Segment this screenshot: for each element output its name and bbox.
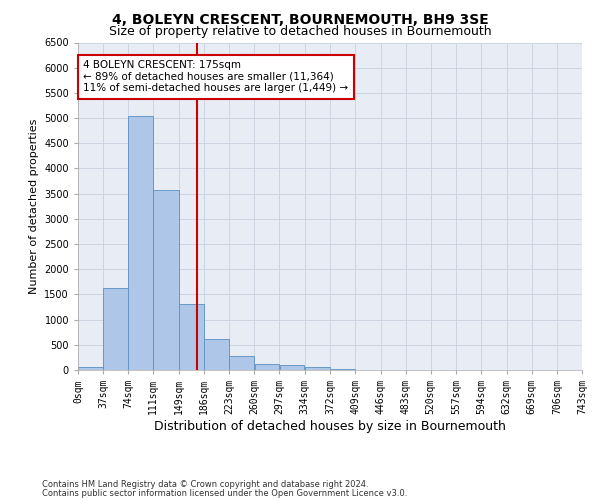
Text: 4, BOLEYN CRESCENT, BOURNEMOUTH, BH9 3SE: 4, BOLEYN CRESCENT, BOURNEMOUTH, BH9 3SE <box>112 12 488 26</box>
Bar <box>78 368 103 370</box>
Bar <box>205 339 229 370</box>
Bar <box>154 190 179 370</box>
Bar <box>128 116 153 370</box>
X-axis label: Distribution of detached houses by size in Bournemouth: Distribution of detached houses by size … <box>154 420 506 433</box>
Bar <box>305 367 330 370</box>
Text: Contains public sector information licensed under the Open Government Licence v3: Contains public sector information licen… <box>42 488 407 498</box>
Y-axis label: Number of detached properties: Number of detached properties <box>29 118 38 294</box>
Bar <box>103 288 128 370</box>
Bar <box>229 356 254 370</box>
Text: Contains HM Land Registry data © Crown copyright and database right 2024.: Contains HM Land Registry data © Crown c… <box>42 480 368 489</box>
Bar <box>331 369 355 370</box>
Bar <box>280 365 304 370</box>
Bar <box>179 304 204 370</box>
Bar <box>254 364 279 370</box>
Text: 4 BOLEYN CRESCENT: 175sqm
← 89% of detached houses are smaller (11,364)
11% of s: 4 BOLEYN CRESCENT: 175sqm ← 89% of detac… <box>83 60 349 94</box>
Text: Size of property relative to detached houses in Bournemouth: Size of property relative to detached ho… <box>109 25 491 38</box>
